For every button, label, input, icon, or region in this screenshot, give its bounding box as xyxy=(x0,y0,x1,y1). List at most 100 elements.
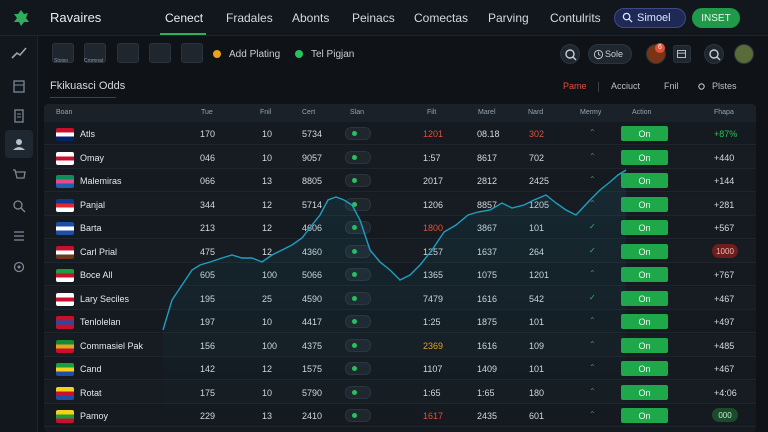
cell-marel: 8857 xyxy=(477,200,498,210)
calendar-button[interactable] xyxy=(673,45,691,63)
avatar[interactable] xyxy=(734,44,754,64)
filter-0[interactable]: Pame xyxy=(563,81,587,91)
status-toggle[interactable] xyxy=(345,339,371,352)
table-row[interactable] xyxy=(44,122,756,145)
team-name[interactable]: Tenlolelan xyxy=(80,317,121,327)
tel-label[interactable]: Tel Pigjan xyxy=(311,49,355,60)
logo-icon[interactable] xyxy=(12,9,30,27)
team-name[interactable]: Carl Prial xyxy=(80,247,118,257)
trend-icon[interactable] xyxy=(11,45,27,61)
document-icon[interactable] xyxy=(11,108,27,124)
cell-tue: 046 xyxy=(200,153,216,163)
cell-delta: +485 xyxy=(714,341,735,351)
flag-icon xyxy=(56,340,74,353)
on-button[interactable]: On xyxy=(621,408,668,423)
search-icon xyxy=(565,49,577,61)
status-toggle[interactable] xyxy=(345,151,371,164)
col-header-1: Tue xyxy=(201,109,213,116)
filter-2[interactable]: Fnil xyxy=(664,81,679,91)
nav-item-1[interactable]: Fradales xyxy=(226,11,273,25)
settings-icon[interactable] xyxy=(11,259,27,275)
status-toggle[interactable] xyxy=(345,174,371,187)
cell-fnil: 10 xyxy=(262,129,273,139)
cell-fnil: 10 xyxy=(262,317,273,327)
status-toggle[interactable] xyxy=(345,409,371,422)
delta-pill: 1000 xyxy=(712,244,738,258)
cell-nard: 101 xyxy=(529,223,545,233)
team-name[interactable]: Malemiras xyxy=(80,176,122,186)
table-row[interactable] xyxy=(44,404,756,427)
nav-item-6[interactable]: Contulrits xyxy=(550,11,601,25)
cell-cert: 5734 xyxy=(302,129,323,139)
table-row[interactable] xyxy=(44,146,756,169)
col-header-7: Nard xyxy=(528,109,544,116)
nav-item-5[interactable]: Parving xyxy=(488,11,529,25)
nav-item-0[interactable]: Cenect xyxy=(165,11,204,25)
on-button[interactable]: On xyxy=(621,126,668,141)
status-toggle[interactable] xyxy=(345,362,371,375)
list-icon[interactable] xyxy=(11,228,27,244)
on-button[interactable]: On xyxy=(621,220,668,235)
cell-nard: 264 xyxy=(529,247,545,257)
status-toggle[interactable] xyxy=(345,292,371,305)
cell-cert: 4417 xyxy=(302,317,323,327)
on-button[interactable]: On xyxy=(621,385,668,400)
status-toggle[interactable] xyxy=(345,315,371,328)
search-icon[interactable] xyxy=(11,198,27,214)
nav-item-3[interactable]: Peinacs xyxy=(352,11,395,25)
on-button[interactable]: On xyxy=(621,338,668,353)
on-button[interactable]: On xyxy=(621,244,668,259)
on-button[interactable]: On xyxy=(621,173,668,188)
tool-button-1[interactable] xyxy=(52,43,74,63)
on-button[interactable]: On xyxy=(621,150,668,165)
status-toggle[interactable] xyxy=(345,386,371,399)
status-toggle[interactable] xyxy=(345,198,371,211)
status-toggle[interactable] xyxy=(345,268,371,281)
tool-button-2[interactable] xyxy=(84,43,106,63)
filter-3[interactable]: Plstes xyxy=(712,81,737,91)
search-button-2[interactable] xyxy=(704,44,724,64)
search-button[interactable] xyxy=(560,44,580,64)
add-plating-label[interactable]: Add Plating xyxy=(229,49,281,60)
cell-delta: +767 xyxy=(714,270,735,280)
team-name[interactable]: Pamoy xyxy=(80,411,109,421)
nav-item-2[interactable]: Abonts xyxy=(292,11,330,25)
delta-pill: 000 xyxy=(712,408,738,422)
team-name[interactable]: Barta xyxy=(80,223,102,233)
status-toggle[interactable] xyxy=(345,221,371,234)
cell-fnil: 10 xyxy=(262,388,273,398)
gear-icon[interactable] xyxy=(697,82,706,91)
tool-button-3[interactable] xyxy=(117,43,139,63)
on-button[interactable]: On xyxy=(621,197,668,212)
user-search-pill[interactable]: Simoel xyxy=(614,8,686,28)
filter-1[interactable]: Acciuct xyxy=(611,81,641,91)
status-toggle[interactable] xyxy=(345,245,371,258)
team-name[interactable]: Lary Seciles xyxy=(80,294,130,304)
cell-cert: 8805 xyxy=(302,176,323,186)
on-button[interactable]: On xyxy=(621,267,668,282)
cart-icon[interactable] xyxy=(11,167,27,183)
team-name[interactable]: Cand xyxy=(80,364,102,374)
on-button[interactable]: On xyxy=(621,361,668,376)
tool-button-4[interactable] xyxy=(149,43,171,63)
sale-pill[interactable]: Sole xyxy=(588,44,632,64)
left-sidebar xyxy=(0,36,38,432)
building-icon[interactable] xyxy=(11,78,27,94)
on-button[interactable]: On xyxy=(621,291,668,306)
team-name[interactable]: Atls xyxy=(80,129,96,139)
team-name[interactable]: Panjal xyxy=(80,200,106,210)
nav-item-4[interactable]: Comectas xyxy=(414,11,469,25)
status-toggle[interactable] xyxy=(345,127,371,140)
insert-button[interactable]: INSET xyxy=(692,8,740,28)
cell-filt: 1:65 xyxy=(423,388,441,398)
cell-nard: 601 xyxy=(529,411,545,421)
notification-button[interactable]: 6 xyxy=(646,43,666,64)
team-name[interactable]: Boce All xyxy=(80,270,113,280)
cell-nard: 101 xyxy=(529,364,545,374)
team-name[interactable]: Rotat xyxy=(80,388,102,398)
cell-filt: 1:25 xyxy=(423,317,441,327)
team-name[interactable]: Omay xyxy=(80,153,105,163)
team-name[interactable]: Commasiel Pak xyxy=(80,341,144,351)
on-button[interactable]: On xyxy=(621,314,668,329)
tool-button-5[interactable] xyxy=(181,43,203,63)
